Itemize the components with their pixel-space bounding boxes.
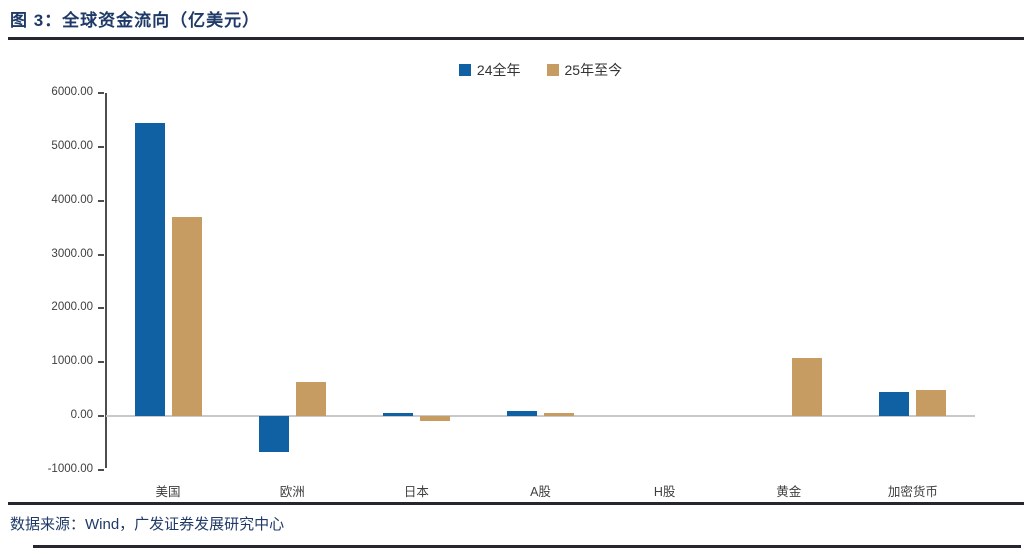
bar-24全年-美国 [134, 122, 165, 416]
chart-legend: 24全年 25年至今 [106, 60, 975, 80]
x-axis-label: 加密货币 [887, 485, 938, 499]
y-axis-tick-label: 3000.00 [51, 247, 93, 260]
y-axis-tick [98, 253, 104, 256]
x-axis-label: A股 [530, 485, 551, 499]
y-axis-line [104, 93, 107, 468]
bar-25年至今-美国 [171, 216, 202, 416]
bar-24全年-日本 [382, 413, 413, 416]
legend-item-24: 24全年 [458, 60, 521, 80]
y-axis-tick [98, 92, 104, 94]
bar-25年至今-加密货币 [916, 389, 947, 416]
bar-25年至今-欧洲 [295, 381, 326, 416]
y-axis-tick [98, 199, 104, 202]
legend-swatch-blue [458, 64, 471, 76]
x-axis-label: 黄金 [776, 485, 802, 499]
x-axis-label: 美国 [155, 485, 181, 499]
title-divider-line [8, 37, 1024, 40]
figure-title: 图 3：全球资金流向（亿美元） [10, 11, 261, 30]
y-axis-tick-label: 2000.00 [51, 301, 93, 314]
y-axis-tick-label: 0.00 [70, 409, 93, 421]
zero-baseline [106, 415, 975, 417]
y-axis-tick [98, 468, 104, 471]
legend-item-25: 25年至今 [546, 60, 623, 80]
bar-24全年-欧洲 [258, 416, 289, 453]
y-axis-tick-label: 6000.00 [51, 86, 93, 98]
x-axis-label: 欧洲 [279, 485, 305, 499]
legend-label: 25年至今 [564, 62, 623, 78]
figure-bottom-divider-line [8, 502, 1024, 505]
y-axis-tick [98, 145, 104, 148]
x-axis-label: H股 [653, 485, 676, 499]
bar-25年至今-日本 [419, 416, 450, 422]
legend-swatch-tan [546, 64, 559, 76]
x-axis-label: 日本 [403, 485, 429, 499]
y-axis-tick-label: -1000.00 [47, 462, 93, 475]
y-axis-tick-label: 4000.00 [51, 193, 93, 206]
y-axis-tick [98, 415, 104, 417]
y-axis-tick [98, 361, 104, 364]
legend-label: 24全年 [476, 62, 521, 78]
y-axis-tick [98, 307, 104, 310]
bar-25年至今-黄金 [792, 357, 823, 416]
bar-24全年-加密货币 [879, 391, 910, 416]
y-axis-tick-label: 5000.00 [51, 139, 93, 152]
next-section-divider-line [33, 545, 1021, 548]
data-source-note: 数据来源：Wind，广发证券发展研究中心 [10, 516, 285, 533]
bar-24全年-A股 [507, 410, 537, 416]
y-axis-tick-label: 1000.00 [51, 355, 93, 368]
bar-25年至今-A股 [544, 412, 574, 416]
